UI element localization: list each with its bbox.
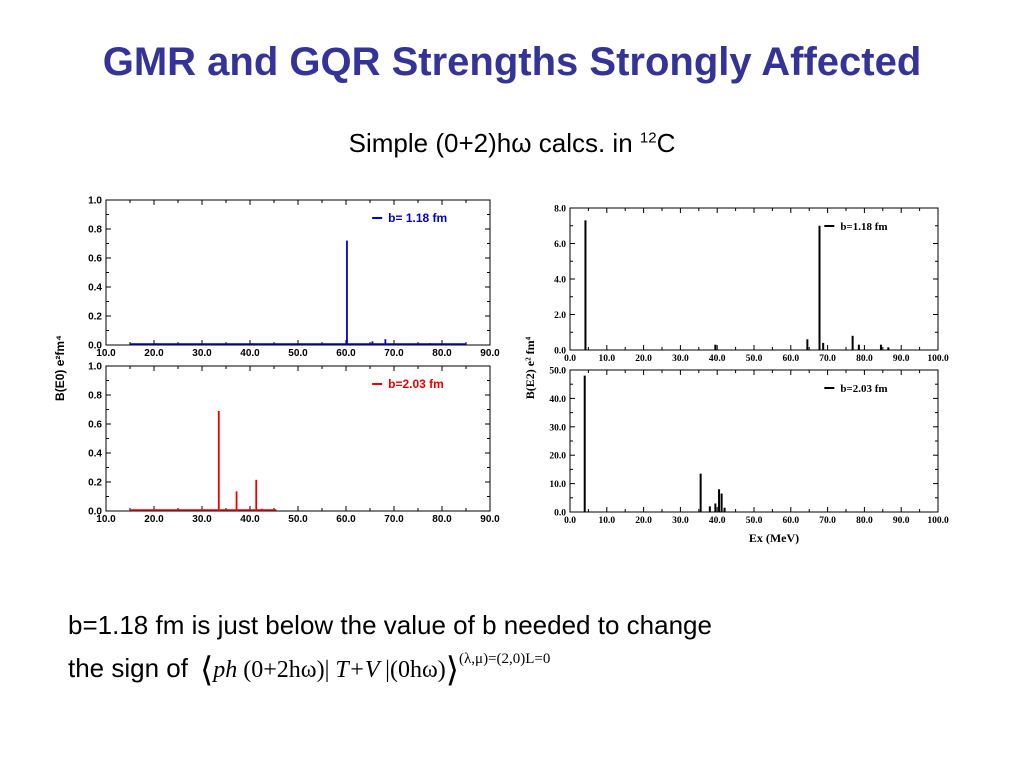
x-tick-label: 0.0 [564, 354, 576, 364]
x-tick-label: 50.0 [746, 516, 763, 526]
x-tick-label: 90.0 [893, 516, 910, 526]
right-angle-bracket: ⟩ [445, 652, 460, 689]
right-chart-e2: 0.0 10.0 20.0 30.0 40.0 50.0 60.0 70.0 80.0 90.0 1… [523, 205, 949, 546]
x-tick-label: 90.0 [480, 514, 500, 525]
left-chart-e0: 10.0 20.0 30.0 40.0 50.0 60.0 70.0 80.0 90.0 0.0 0… [53, 196, 500, 526]
x-tick-label: 40.0 [709, 354, 726, 364]
body-line-2-text: the sign of [68, 653, 188, 683]
panel-b203-e2: 0.0 10.0 20.0 30.0 40.0 50.0 60.0 70.0 80.0 90.0 1… [549, 367, 949, 527]
y-tick-label: 8.0 [554, 205, 566, 215]
y-tick-label: 0.0 [554, 509, 566, 519]
subtitle-main: Simple (0+2)hω calcs. in [348, 128, 640, 158]
x-tick-label: 70.0 [819, 354, 836, 364]
x-tick-label: 80.0 [432, 348, 452, 359]
y-tick-label: 30.0 [549, 423, 566, 433]
x-tick-label: 30.0 [192, 348, 212, 359]
y-tick-label: 50.0 [549, 367, 566, 377]
panel-b118-e2: 0.0 10.0 20.0 30.0 40.0 50.0 60.0 70.0 80.0 90.0 1… [554, 205, 949, 365]
body-line-2: the sign of ⟨ph (0+2hω)| T+V |(0hω)⟩(λ,μ)… [68, 642, 968, 688]
x-tick-label: 30.0 [672, 516, 689, 526]
y-tick-label: 1.0 [88, 196, 102, 207]
x-tick-label: 20.0 [635, 516, 652, 526]
x-tick-label: 40.0 [709, 516, 726, 526]
x-tick-label: 0.0 [564, 516, 576, 526]
y-tick-label: 0.0 [88, 507, 102, 518]
x-tick-label: 60.0 [336, 348, 356, 359]
y-tick-label: 0.6 [88, 420, 102, 431]
x-tick-label: 70.0 [384, 348, 404, 359]
x-tick-label: 80.0 [856, 516, 873, 526]
x-tick-label: 40.0 [240, 348, 260, 359]
x-tick-label: 50.0 [288, 348, 308, 359]
x-tick-label: 10.0 [96, 348, 116, 359]
y-tick-label: 0.2 [88, 478, 102, 489]
formula-op1: (0+2hω)| [243, 657, 330, 683]
x-tick-label: 30.0 [672, 354, 689, 364]
legend-label: b= 1.18 fm [388, 211, 447, 225]
slide-subtitle: Simple (0+2)hω calcs. in 12C [0, 128, 1024, 159]
body-line-1: b=1.18 fm is just below the value of b n… [68, 610, 712, 640]
x-tick-label: 40.0 [240, 514, 260, 525]
legend-label: b=1.18 fm [840, 221, 887, 233]
panel-b118-e0: 10.0 20.0 30.0 40.0 50.0 60.0 70.0 80.0 90.0 0.0 0… [88, 196, 500, 360]
x-tick-label: 80.0 [432, 514, 452, 525]
y-tick-label: 0.6 [88, 254, 102, 265]
y-tick-label: 6.0 [554, 240, 566, 250]
y-tick-label: 1.0 [88, 362, 102, 373]
y-tick-label: 2.0 [554, 311, 566, 321]
matrix-element-formula: ⟨ph (0+2hω)| T+V |(0hω)⟩(λ,μ)=(2,0)L=0 [200, 651, 550, 688]
y-tick-label: 0.0 [554, 347, 566, 357]
y-tick-label: 0.8 [88, 225, 102, 236]
x-tick-label: 50.0 [746, 354, 763, 364]
x-tick-label: 70.0 [384, 514, 404, 525]
x-tick-label: 60.0 [336, 514, 356, 525]
right-y-axis-label: B(E2) e² fm⁴ [523, 336, 537, 399]
x-tick-label: 10.0 [96, 514, 116, 525]
left-angle-bracket: ⟨ [199, 652, 214, 689]
formula-superscript: (λ,μ)=(2,0)L=0 [459, 651, 551, 667]
formula-op2: |(0hω) [385, 657, 446, 683]
y-tick-label: 4.0 [554, 276, 566, 286]
subtitle-superscript: 12 [639, 129, 657, 147]
y-tick-label: 20.0 [549, 452, 566, 462]
x-tick-label: 20.0 [144, 348, 164, 359]
legend-label: b=2.03 fm [388, 377, 444, 391]
panel-b203-e0: 10.0 20.0 30.0 40.0 50.0 60.0 70.0 80.0 90.0 0.0 0… [88, 362, 500, 526]
formula-tv: T+V [335, 657, 380, 683]
x-tick-label: 80.0 [856, 354, 873, 364]
y-tick-label: 0.4 [88, 449, 102, 460]
subtitle-end: C [656, 128, 676, 158]
right-x-axis-label: Ex (MeV) [749, 531, 799, 545]
y-tick-label: 0.4 [88, 283, 102, 294]
x-tick-label: 60.0 [782, 354, 799, 364]
x-tick-label: 10.0 [598, 516, 615, 526]
slide-title: GMR and GQR Strengths Strongly Affected [102, 40, 922, 84]
x-tick-label: 30.0 [192, 514, 212, 525]
x-tick-label: 20.0 [144, 514, 164, 525]
body-text: b=1.18 fm is just below the value of b n… [68, 608, 968, 688]
x-tick-label: 60.0 [782, 516, 799, 526]
left-y-axis-label: B(E0) e²fm⁴ [53, 335, 67, 401]
x-tick-label: 50.0 [288, 514, 308, 525]
x-tick-label: 10.0 [598, 354, 615, 364]
y-tick-label: 0.2 [88, 312, 102, 323]
x-tick-label: 20.0 [635, 354, 652, 364]
legend-label: b=2.03 fm [840, 383, 887, 395]
y-tick-label: 10.0 [549, 480, 566, 490]
x-tick-label: 100.0 [927, 516, 949, 526]
formula-ph: ph [213, 657, 238, 683]
y-tick-label: 0.0 [88, 341, 102, 352]
y-tick-label: 40.0 [549, 395, 566, 405]
x-tick-label: 100.0 [927, 354, 949, 364]
x-tick-label: 70.0 [819, 516, 836, 526]
x-tick-label: 90.0 [893, 354, 910, 364]
y-tick-label: 0.8 [88, 391, 102, 402]
x-tick-label: 90.0 [480, 348, 500, 359]
